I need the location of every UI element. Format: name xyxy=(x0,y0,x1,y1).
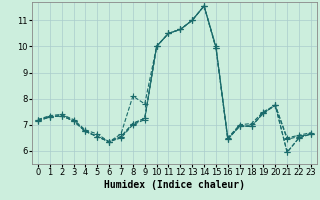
X-axis label: Humidex (Indice chaleur): Humidex (Indice chaleur) xyxy=(104,180,245,190)
